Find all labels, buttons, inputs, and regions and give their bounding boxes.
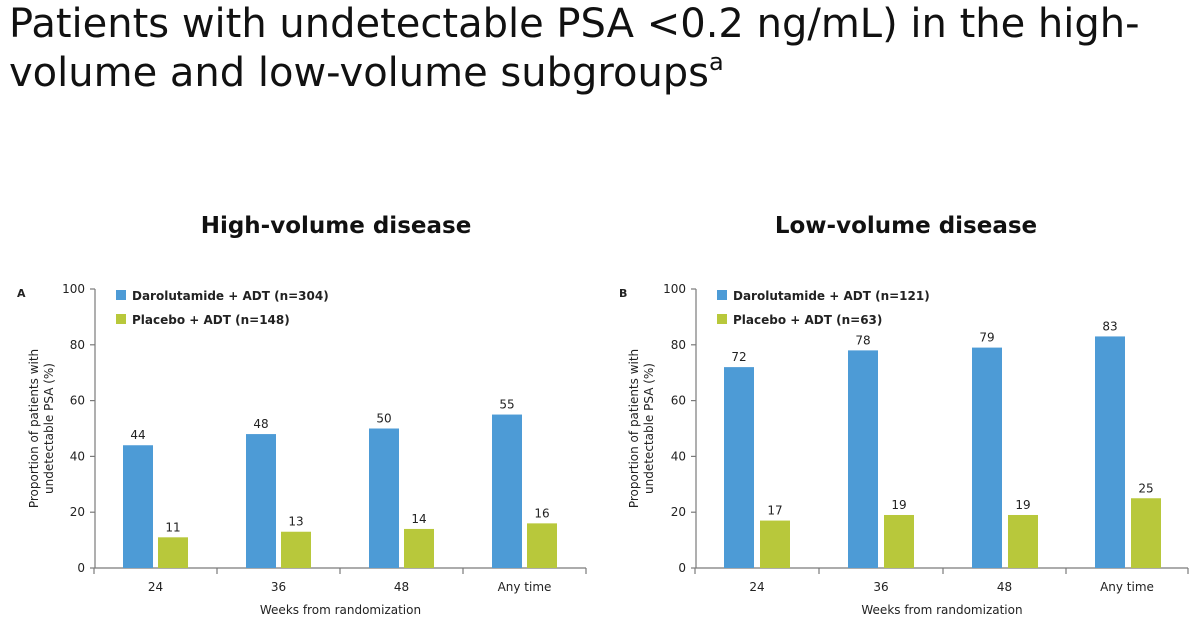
x-tick-label: 36 bbox=[271, 580, 286, 594]
data-label: 83 bbox=[1102, 319, 1117, 333]
data-label: 17 bbox=[767, 504, 782, 518]
chart-plot-area: A 0 20 40 60 80 100 Proportion of patients with… bbox=[17, 282, 587, 617]
bar-placebo bbox=[404, 528, 434, 568]
slide-title: Patients with undetectable PSA <0.2 ng/m… bbox=[9, 0, 1189, 98]
legend-swatch bbox=[717, 290, 727, 300]
panel-label: B bbox=[619, 287, 627, 300]
x-tick-label: Any time bbox=[1100, 580, 1154, 594]
y-tick-label: 60 bbox=[671, 394, 686, 408]
bar-darolutamide bbox=[492, 414, 522, 568]
legend-swatch bbox=[717, 314, 727, 324]
x-axis-label: Weeks from randomization bbox=[260, 603, 421, 617]
data-label: 79 bbox=[979, 331, 994, 345]
legend-label: Placebo + ADT (n=63) bbox=[733, 313, 882, 327]
x-tick-label: 48 bbox=[997, 580, 1012, 594]
y-axis-label: Proportion of patients withundetectable … bbox=[627, 349, 656, 508]
y-axis-label-line: Proportion of patients with bbox=[627, 349, 641, 508]
x-axis-label: Weeks from randomization bbox=[861, 603, 1022, 617]
x-tick-label: 36 bbox=[873, 580, 888, 594]
y-tick-label: 60 bbox=[70, 394, 85, 408]
bar-darolutamide bbox=[724, 367, 754, 568]
bar-darolutamide bbox=[848, 350, 878, 568]
data-label: 72 bbox=[731, 350, 746, 364]
data-label: 55 bbox=[499, 398, 514, 412]
data-label: 48 bbox=[253, 417, 268, 431]
chart-plot-area: B 0 20 40 60 80 100 Proportion of patients with… bbox=[619, 282, 1189, 617]
legend-label: Placebo + ADT (n=148) bbox=[132, 313, 290, 327]
y-tick-label: 40 bbox=[671, 449, 686, 463]
slide-title-text: Patients with undetectable PSA <0.2 ng/m… bbox=[9, 1, 1140, 96]
bar-placebo bbox=[158, 537, 188, 568]
legend-label: Darolutamide + ADT (n=304) bbox=[132, 289, 329, 303]
y-tick-label: 0 bbox=[678, 561, 686, 575]
data-label: 14 bbox=[411, 512, 426, 526]
y-tick-label: 100 bbox=[62, 282, 85, 296]
data-label: 11 bbox=[165, 520, 180, 534]
legend-label: Darolutamide + ADT (n=121) bbox=[733, 289, 930, 303]
panel-label: A bbox=[17, 287, 26, 300]
data-label: 44 bbox=[130, 428, 145, 442]
chart-low-volume: B 0 20 40 60 80 100 Proportion of patients with… bbox=[619, 282, 1189, 617]
x-tick-label: Any time bbox=[498, 580, 552, 594]
data-label: 19 bbox=[891, 498, 906, 512]
chart-high-volume: A 0 20 40 60 80 100 Proportion of patients with… bbox=[17, 282, 587, 617]
bar-darolutamide bbox=[972, 347, 1002, 568]
y-axis-label: Proportion of patients withundetectable … bbox=[27, 349, 56, 508]
bar-placebo bbox=[760, 520, 790, 568]
panel-a-heading: High-volume disease bbox=[200, 213, 472, 239]
x-tick-label: 48 bbox=[394, 580, 409, 594]
y-tick-label: 20 bbox=[671, 505, 686, 519]
y-tick-label: 20 bbox=[70, 505, 85, 519]
bar-darolutamide bbox=[1095, 336, 1125, 568]
y-axis-label-line: Proportion of patients with bbox=[27, 349, 41, 508]
title-footnote-marker: a bbox=[709, 48, 724, 76]
data-label: 25 bbox=[1138, 481, 1153, 495]
legend-swatch bbox=[116, 290, 126, 300]
y-tick-label: 0 bbox=[77, 561, 85, 575]
x-tick-label: 24 bbox=[148, 580, 163, 594]
bar-darolutamide bbox=[369, 428, 399, 568]
bar-darolutamide bbox=[123, 445, 153, 568]
bar-placebo bbox=[281, 531, 311, 568]
y-axis-label-line: undetectable PSA (%) bbox=[42, 363, 56, 494]
data-label: 19 bbox=[1015, 498, 1030, 512]
y-tick-label: 40 bbox=[70, 449, 85, 463]
x-tick-label: 24 bbox=[749, 580, 764, 594]
bar-placebo bbox=[1131, 498, 1161, 568]
y-axis-label-line: undetectable PSA (%) bbox=[642, 363, 656, 494]
data-label: 50 bbox=[376, 412, 391, 426]
bar-darolutamide bbox=[246, 434, 276, 568]
data-label: 13 bbox=[288, 515, 303, 529]
y-tick-label: 100 bbox=[663, 282, 686, 296]
panel-b-heading: Low-volume disease bbox=[774, 213, 1038, 239]
data-label: 16 bbox=[534, 506, 549, 520]
data-label: 78 bbox=[855, 333, 870, 347]
bar-placebo bbox=[1008, 514, 1038, 568]
bar-placebo bbox=[527, 523, 557, 568]
legend-swatch bbox=[116, 314, 126, 324]
bar-placebo bbox=[884, 514, 914, 568]
y-tick-label: 80 bbox=[70, 338, 85, 352]
y-tick-label: 80 bbox=[671, 338, 686, 352]
